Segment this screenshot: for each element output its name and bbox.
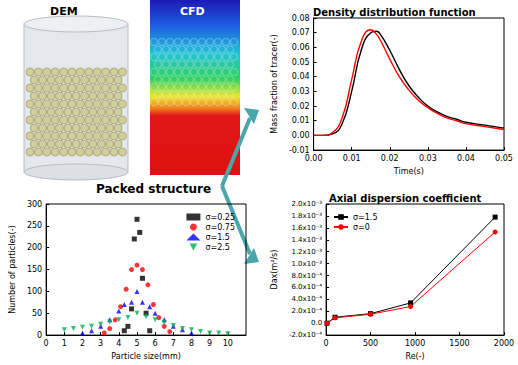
svg-text:σ=0.25: σ=0.25	[205, 213, 235, 222]
svg-text:0.00: 0.00	[305, 154, 323, 163]
svg-text:Particle size(mm): Particle size(mm)	[111, 352, 180, 361]
svg-text:0.00: 0.00	[292, 131, 310, 140]
svg-text:2.0x10⁻⁴: 2.0x10⁻⁴	[291, 307, 322, 315]
svg-text:150: 150	[27, 265, 42, 274]
svg-text:-0.01: -0.01	[288, 145, 310, 155]
svg-text:σ=0.75: σ=0.75	[205, 223, 235, 232]
svg-text:2.0x10⁻³: 2.0x10⁻³	[291, 200, 322, 208]
svg-text:0: 0	[37, 331, 42, 340]
svg-text:100: 100	[27, 287, 42, 296]
svg-text:6: 6	[153, 339, 158, 348]
svg-text:-2.0x10⁻⁴: -2.0x10⁻⁴	[289, 331, 322, 339]
svg-text:1: 1	[62, 339, 67, 348]
svg-text:Axial dispersion coefficient: Axial dispersion coefficient	[329, 193, 482, 204]
svg-text:1.8x10⁻³: 1.8x10⁻³	[291, 212, 322, 220]
svg-text:250: 250	[27, 221, 42, 230]
svg-text:0: 0	[324, 339, 329, 348]
svg-text:Dax(m²/s): Dax(m²/s)	[270, 250, 279, 290]
svg-text:σ=1.5: σ=1.5	[205, 233, 230, 242]
svg-text:0.02: 0.02	[381, 154, 399, 163]
svg-text:Packed structure: Packed structure	[96, 182, 211, 196]
svg-text:σ=1.5: σ=1.5	[353, 213, 378, 222]
svg-text:Time(s): Time(s)	[393, 167, 424, 176]
svg-text:7: 7	[171, 339, 176, 348]
svg-text:CFD: CFD	[180, 5, 205, 18]
svg-text:0.01: 0.01	[343, 154, 361, 163]
svg-text:0.0: 0.0	[311, 319, 322, 327]
svg-text:0: 0	[44, 339, 49, 348]
svg-text:1.6x10⁻³: 1.6x10⁻³	[291, 224, 322, 232]
svg-text:0.04: 0.04	[292, 72, 310, 81]
svg-text:0.02: 0.02	[292, 102, 310, 111]
svg-text:300: 300	[27, 200, 42, 209]
svg-text:1.0x10⁻³: 1.0x10⁻³	[291, 260, 322, 268]
svg-text:0.03: 0.03	[292, 87, 310, 96]
svg-text:6.0x10⁻⁴: 6.0x10⁻⁴	[291, 283, 322, 291]
svg-text:DEM: DEM	[50, 5, 78, 18]
svg-text:1.2x10⁻³: 1.2x10⁻³	[291, 248, 322, 256]
svg-text:50: 50	[32, 309, 42, 318]
svg-text:0.04: 0.04	[457, 154, 475, 163]
svg-text:9: 9	[207, 339, 212, 348]
svg-text:4.0x10⁻⁴: 4.0x10⁻⁴	[291, 295, 322, 303]
svg-text:0.03: 0.03	[419, 154, 437, 163]
svg-text:4: 4	[116, 339, 121, 348]
svg-text:0.08: 0.08	[292, 14, 310, 23]
svg-text:σ=2.5: σ=2.5	[205, 243, 230, 252]
svg-text:1.4x10⁻³: 1.4x10⁻³	[291, 236, 322, 244]
svg-text:Mass fraction of tracer(-): Mass fraction of tracer(-)	[270, 34, 279, 133]
svg-text:Number of particles(-): Number of particles(-)	[8, 225, 17, 313]
svg-text:8.0x10⁻⁴: 8.0x10⁻⁴	[291, 272, 322, 280]
svg-text:500: 500	[363, 339, 378, 348]
svg-text:0.05: 0.05	[495, 154, 513, 163]
svg-text:2000: 2000	[494, 339, 514, 348]
svg-text:0.01: 0.01	[292, 116, 310, 125]
svg-text:8: 8	[189, 339, 194, 348]
svg-text:5: 5	[134, 339, 139, 348]
svg-text:200: 200	[27, 243, 42, 252]
svg-text:Density distribution function: Density distribution function	[313, 7, 476, 18]
svg-text:1500: 1500	[449, 339, 469, 348]
svg-text:1000: 1000	[405, 339, 425, 348]
svg-text:10: 10	[223, 339, 233, 348]
svg-text:0.06: 0.06	[292, 43, 310, 52]
svg-text:σ=0: σ=0	[353, 223, 370, 232]
svg-text:0.07: 0.07	[292, 28, 310, 37]
svg-text:0.05: 0.05	[292, 58, 310, 67]
svg-text:3: 3	[98, 339, 103, 348]
svg-text:2: 2	[80, 339, 85, 348]
svg-text:Re(-): Re(-)	[405, 352, 424, 361]
